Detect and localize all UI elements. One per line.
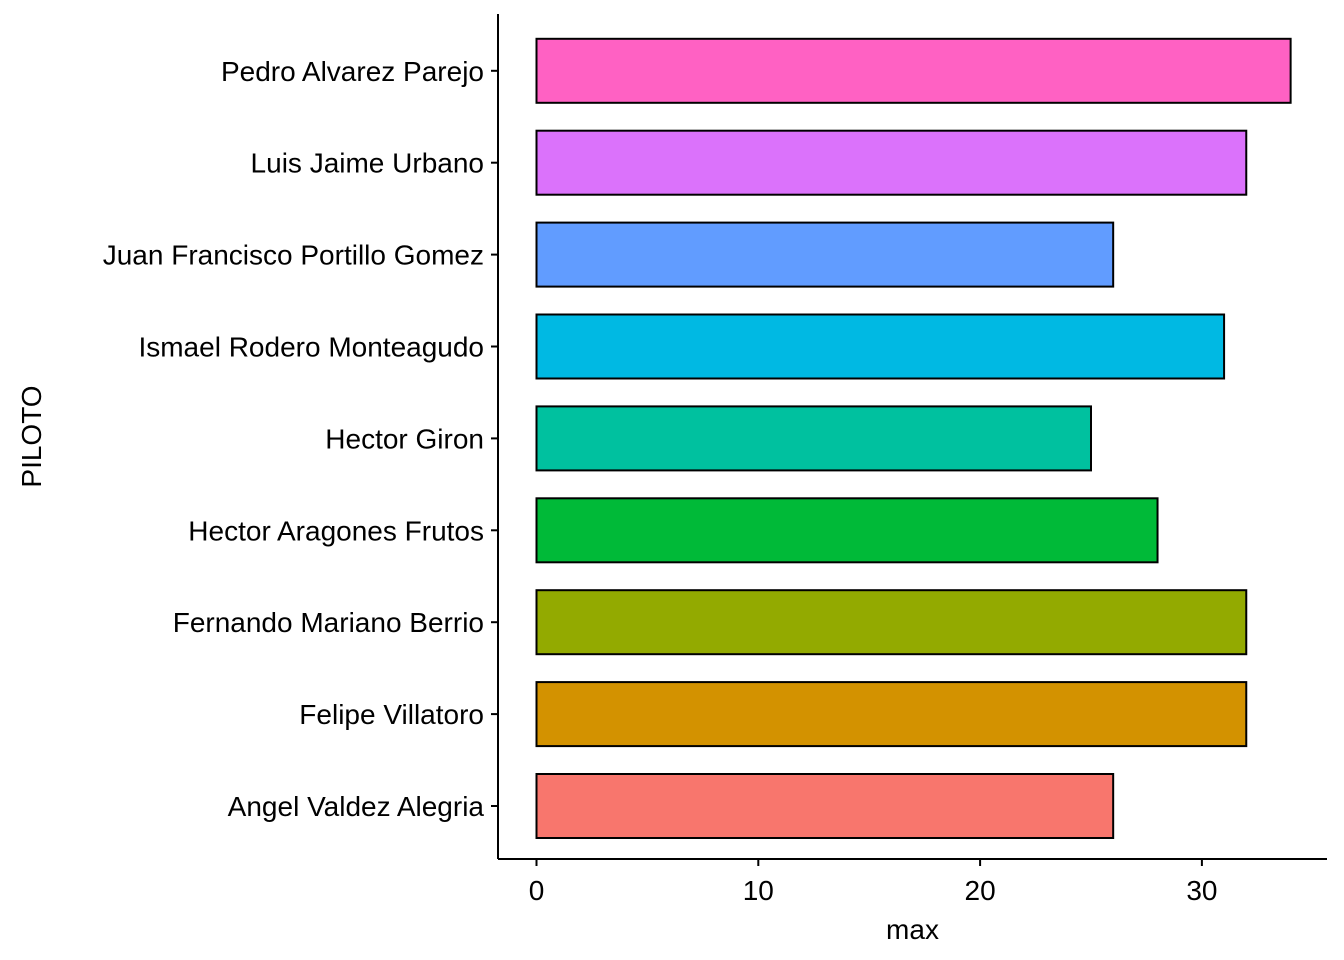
y-tick-label: Hector Aragones Frutos [188, 515, 484, 546]
bar-hector-aragones-frutos [535, 497, 1159, 564]
bar-felipe-villatoro [535, 681, 1248, 748]
y-axis-title: PILOTO [16, 385, 47, 487]
bars-group [535, 37, 1292, 839]
y-axis-ticks: Angel Valdez Alegria Felipe Villatoro Fern… [103, 56, 498, 822]
x-tick-label: 20 [965, 875, 996, 906]
y-tick-label: Pedro Alvarez Parejo [221, 56, 484, 87]
y-tick-label: Ismael Rodero Monteagudo [138, 332, 484, 363]
x-axis-ticks: 0 10 20 30 [529, 859, 1217, 906]
y-tick-label: Fernando Mariano Berrio [173, 607, 484, 638]
y-tick-label: Felipe Villatoro [299, 699, 484, 730]
bar-hector-giron [535, 405, 1092, 472]
bar-fernando-mariano-berrio [535, 589, 1248, 656]
y-tick-label: Luis Jaime Urbano [251, 148, 484, 179]
x-axis-title: max [886, 914, 939, 945]
bar-pedro-alvarez-parejo [535, 37, 1292, 104]
x-tick-label: 10 [743, 875, 774, 906]
bar-juan-francisco-portillo-gomez [535, 221, 1115, 288]
y-tick-label: Angel Valdez Alegria [228, 791, 485, 822]
y-tick-label: Hector Giron [325, 423, 484, 454]
y-tick-label: Juan Francisco Portillo Gomez [103, 240, 484, 271]
bar-angel-valdez-alegria [535, 773, 1115, 839]
bar-luis-jaime-urbano [535, 129, 1248, 196]
x-tick-label: 30 [1186, 875, 1217, 906]
x-tick-label: 0 [529, 875, 545, 906]
bar-ismael-rodero-monteagudo [535, 313, 1226, 380]
